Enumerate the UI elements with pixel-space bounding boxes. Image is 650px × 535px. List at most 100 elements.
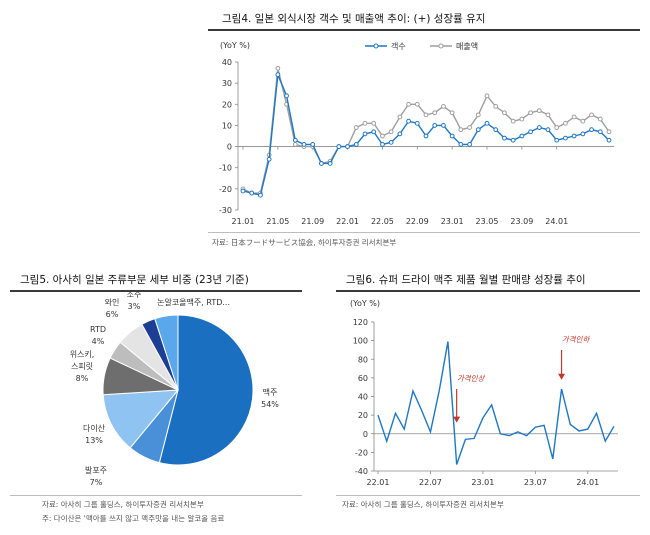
figure6-chart: (YoY %) -40 -20 0 20 40 60 80 100 120 22.01 22.07 23… <box>350 299 618 487</box>
figure6-ytick-label: 20 <box>358 411 368 420</box>
figure6-annotation-label: 가격인하 <box>562 335 591 344</box>
figure5-slice-label: 발포주 <box>85 465 107 475</box>
figure4-legend-label: 매출액 <box>456 41 478 51</box>
figure4-data-point <box>510 118 516 124</box>
figure4-data-point <box>284 93 289 99</box>
figure4-data-point <box>475 127 481 133</box>
figure4-ytick-label: 40 <box>222 58 232 67</box>
figure4-data-point <box>275 72 281 78</box>
figure4-data-point <box>545 127 551 133</box>
figure4-data-point <box>371 129 377 135</box>
figure4-data-point <box>536 125 542 130</box>
figure5-slice <box>154 314 179 391</box>
figure5-title: 그림5. 아사히 일본 주류부문 세부 비중 (23년 기준) <box>20 274 249 286</box>
figure4-data-point <box>502 110 507 116</box>
figure5-source: 자료: 아사히 그룹 홀딩스, 하이투자증권 리서치본부 <box>42 500 204 509</box>
figure4-data-point <box>441 123 446 128</box>
figure4-xtick-label: 21.09 <box>301 217 324 226</box>
figure4-xtick-label: 23.09 <box>510 217 533 226</box>
figure4-data-point <box>397 114 403 120</box>
figure4-data-point <box>388 129 394 135</box>
figure4-data-point <box>406 101 411 107</box>
figure4-data-point <box>519 116 525 122</box>
figure4-title-rule <box>208 29 640 31</box>
figure4-data-point <box>397 131 403 137</box>
figure4-data-point <box>414 101 420 107</box>
figure4-data-point <box>319 161 324 166</box>
figure6-ylabel: (YoY %) <box>350 299 380 308</box>
figure4-ylabel: (YoY %) <box>220 41 250 50</box>
figure4-data-point <box>536 108 542 114</box>
figure4-xtick-label: 24.01 <box>545 217 568 226</box>
figure4-data-point <box>580 131 586 137</box>
figure4-data-point <box>606 137 612 143</box>
figure5-slice-value: 13% <box>85 436 103 445</box>
figure6-ytick-label: 80 <box>358 355 368 364</box>
figure4-data-point <box>388 139 394 145</box>
figure4-ytick-label: 30 <box>222 79 232 88</box>
figure4-chart: (YoY %) -30 -20 -10 0 10 20 30 40 21.01 21.05 21.09… <box>219 41 614 226</box>
figure4-data-point <box>502 135 507 141</box>
figure4-xtick-label: 23.01 <box>441 217 464 226</box>
figure4-data-point <box>336 144 342 149</box>
figure5-slice-value: 54% <box>261 400 279 409</box>
figure5-slice-label: 맥주 <box>263 387 278 397</box>
figure4-data-point <box>292 142 298 147</box>
figure6-source-rule <box>336 495 640 496</box>
figure4-data-point <box>563 135 568 141</box>
figure4-data-point <box>266 156 272 162</box>
figure5-slice <box>158 314 254 466</box>
figure4-data-point <box>563 120 568 126</box>
figure4-data-point <box>441 104 446 109</box>
figure4-series-line <box>242 68 610 194</box>
figure4-data-point <box>301 142 307 147</box>
figure4-ytick-label: -20 <box>219 185 232 194</box>
figure4-ytick-label: -30 <box>219 206 232 215</box>
figure4-data-point <box>484 120 490 126</box>
figure4-data-point <box>275 65 281 71</box>
figure4-data-point <box>380 133 385 139</box>
figure6-source: 자료: 아사히 그룹 홀딩스, 하이투자증권 리서치본부 <box>342 500 504 509</box>
figure6-ytick-label: 60 <box>358 374 368 383</box>
figure4-source-rule <box>208 232 640 233</box>
figure4-source: 자료: 日本フードサービス協会, 하이투자증권 리서치본부 <box>212 238 397 247</box>
figure4-data-point <box>528 129 533 135</box>
figure5-slice-value: 4% <box>92 337 105 346</box>
figure6-ytick-label: -40 <box>355 467 368 476</box>
figure4-data-point <box>310 142 316 147</box>
figure4-data-point <box>589 127 594 133</box>
figure4-xtick-label: 23.05 <box>476 217 499 226</box>
figure4-data-point <box>571 133 577 139</box>
figure4-data-point <box>353 125 359 130</box>
figure4-data-point <box>589 112 594 118</box>
figure5-slice-label: 위스키, <box>70 350 95 359</box>
figure4-data-point <box>371 120 377 126</box>
figure4-xtick-label: 21.05 <box>266 217 289 226</box>
figure4-data-point <box>449 133 455 139</box>
figure6-ytick-label: 40 <box>358 393 368 402</box>
figure4-data-point <box>362 131 368 137</box>
figure4-data-point <box>406 118 411 124</box>
figure5-note: 주: 다이산은 '맥아를 쓰지 않고 맥주맛을 내는 알코올 음료 <box>42 514 225 523</box>
figure5-slice-label: 다이산 <box>83 423 106 433</box>
figure6-title-rule <box>336 290 640 292</box>
figure4-ytick-label: 10 <box>222 121 232 130</box>
figure6-annotation-label: 가격인상 <box>457 374 486 383</box>
figure4-data-point <box>467 142 472 147</box>
figure5-slice <box>102 389 180 449</box>
figure4-data-point <box>292 137 298 143</box>
figure4-xtick-label: 22.05 <box>371 217 394 226</box>
figure5-slice-label: 소주 <box>127 292 142 299</box>
figure6-title: 그림6. 슈퍼 드라이 맥주 제품 월별 판매량 성장률 추이 <box>346 274 586 286</box>
figure4-legend-marker <box>438 43 444 49</box>
figure6-xtick-label: 23.01 <box>471 478 494 487</box>
figure4-data-point <box>380 142 385 147</box>
figure4-legend-label: 객수 <box>391 41 406 51</box>
figure5-slice-value: 7% <box>90 478 103 487</box>
figure4-data-point <box>423 112 429 118</box>
figure4-data-point <box>423 133 429 139</box>
figure4-data-point <box>580 118 586 124</box>
figure4-data-point <box>597 129 603 135</box>
figure4-data-point <box>528 110 533 116</box>
figure4-ytick-label: -10 <box>219 164 232 173</box>
